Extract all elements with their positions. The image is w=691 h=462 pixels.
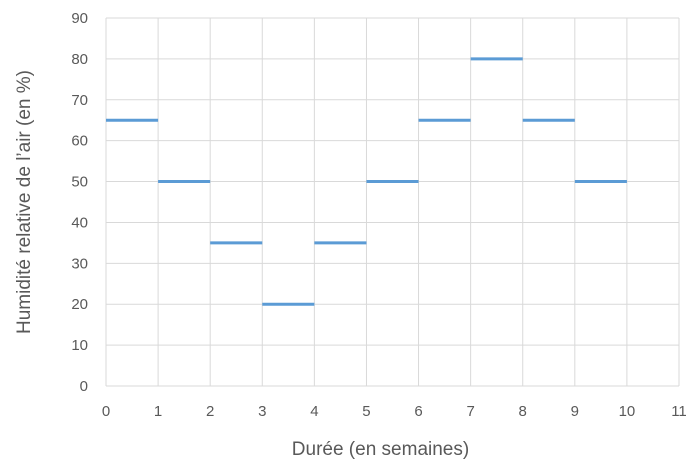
x-tick-label: 3	[258, 403, 266, 420]
y-tick-label: 70	[71, 92, 88, 109]
x-tick-label: 0	[102, 403, 110, 420]
x-tick-label: 5	[362, 403, 370, 420]
x-tick-label: 1	[154, 403, 162, 420]
x-tick-labels: 0 1 2 3 4 5 6 7 8 9 10 11	[102, 403, 687, 420]
x-tick-label: 6	[414, 403, 422, 420]
y-tick-label: 0	[80, 378, 88, 395]
x-tick-label: 11	[671, 403, 687, 420]
y-tick-labels: 0 10 20 30 40 50 60 70 80 90	[71, 10, 88, 395]
x-tick-label: 2	[206, 403, 214, 420]
x-tick-label: 10	[619, 403, 636, 420]
y-tick-label: 20	[71, 296, 88, 313]
y-tick-label: 10	[71, 337, 88, 354]
y-tick-label: 60	[71, 133, 88, 150]
grid	[105, 17, 680, 387]
x-tick-label: 8	[519, 403, 527, 420]
y-tick-label: 90	[71, 10, 88, 27]
x-tick-label: 7	[466, 403, 474, 420]
y-tick-label: 40	[71, 214, 88, 231]
x-tick-label: 9	[571, 403, 579, 420]
y-tick-label: 30	[71, 255, 88, 272]
y-axis-label: Humidité relative de l’air (en %)	[14, 70, 35, 334]
data-series	[106, 57, 627, 306]
y-tick-label: 80	[71, 51, 88, 68]
y-tick-label: 50	[71, 174, 88, 191]
x-axis-label: Durée (en semaines)	[292, 439, 469, 460]
x-tick-label: 4	[310, 403, 318, 420]
